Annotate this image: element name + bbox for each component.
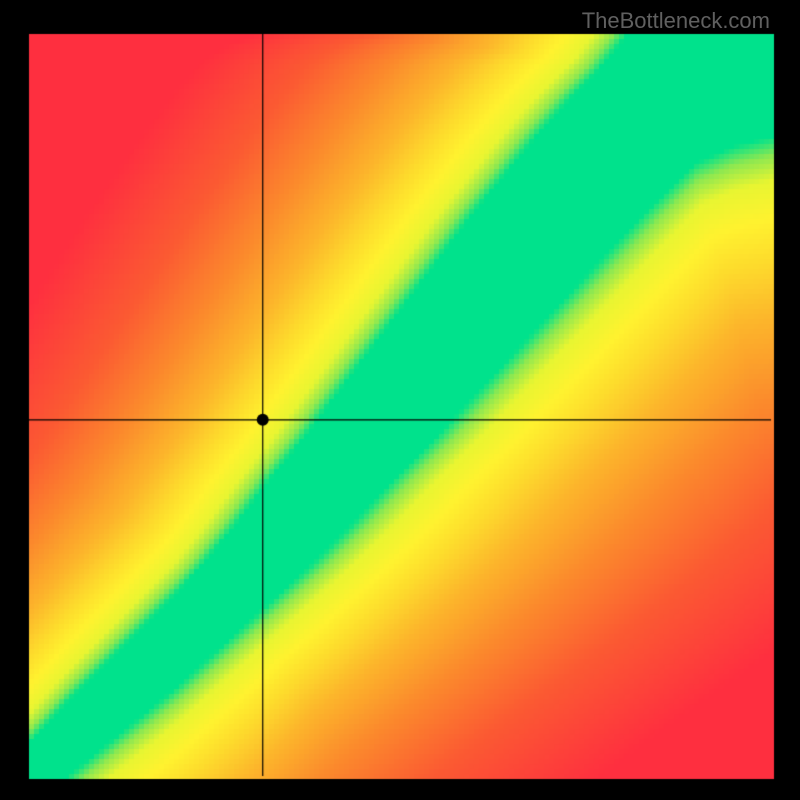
chart-container: TheBottleneck.com <box>0 0 800 800</box>
heatmap-canvas <box>0 0 800 800</box>
watermark-text: TheBottleneck.com <box>582 8 770 34</box>
